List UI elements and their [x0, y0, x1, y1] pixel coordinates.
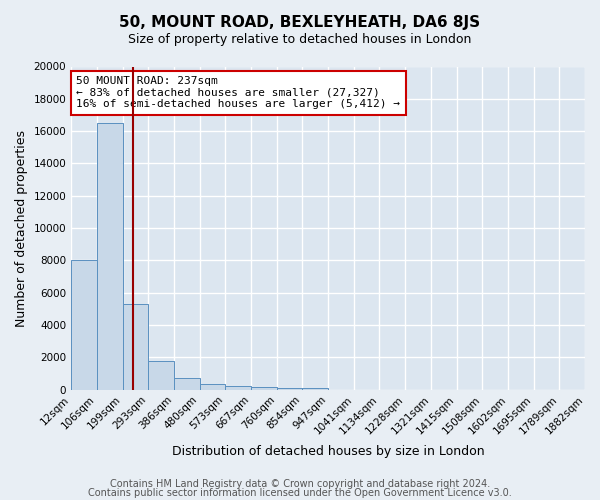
Text: 50 MOUNT ROAD: 237sqm
← 83% of detached houses are smaller (27,327)
16% of semi-: 50 MOUNT ROAD: 237sqm ← 83% of detached …: [76, 76, 400, 110]
Bar: [200, 384, 226, 390]
Bar: [148, 362, 174, 390]
Bar: [174, 378, 200, 390]
Text: Contains HM Land Registry data © Crown copyright and database right 2024.: Contains HM Land Registry data © Crown c…: [110, 479, 490, 489]
Bar: [122, 304, 148, 390]
Bar: [302, 388, 328, 390]
Bar: [277, 388, 302, 390]
Bar: [97, 123, 122, 390]
Text: Size of property relative to detached houses in London: Size of property relative to detached ho…: [128, 32, 472, 46]
Text: Contains public sector information licensed under the Open Government Licence v3: Contains public sector information licen…: [88, 488, 512, 498]
Text: 50, MOUNT ROAD, BEXLEYHEATH, DA6 8JS: 50, MOUNT ROAD, BEXLEYHEATH, DA6 8JS: [119, 15, 481, 30]
Y-axis label: Number of detached properties: Number of detached properties: [15, 130, 28, 326]
Bar: [226, 386, 251, 390]
Bar: [251, 388, 277, 390]
Bar: [71, 260, 97, 390]
X-axis label: Distribution of detached houses by size in London: Distribution of detached houses by size …: [172, 444, 484, 458]
